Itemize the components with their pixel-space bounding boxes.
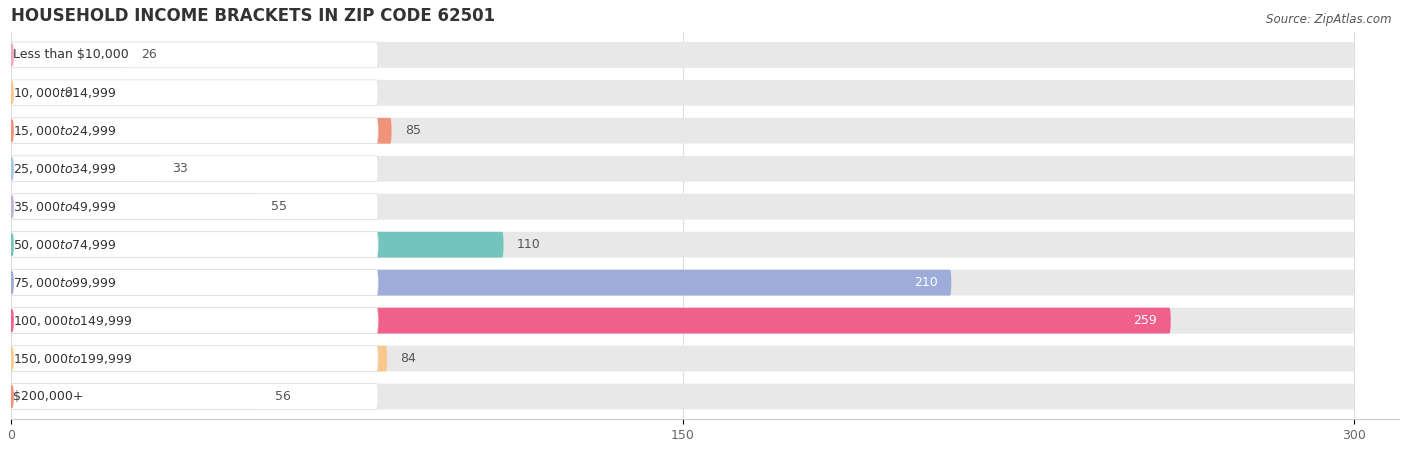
FancyBboxPatch shape [11, 346, 378, 371]
FancyBboxPatch shape [11, 80, 1354, 106]
Text: 56: 56 [276, 390, 291, 403]
Text: $25,000 to $34,999: $25,000 to $34,999 [13, 162, 117, 176]
FancyBboxPatch shape [11, 194, 1354, 220]
FancyBboxPatch shape [11, 270, 1354, 295]
FancyBboxPatch shape [11, 42, 128, 68]
FancyBboxPatch shape [11, 80, 378, 106]
Circle shape [11, 120, 13, 141]
Circle shape [11, 272, 13, 294]
Text: 259: 259 [1133, 314, 1157, 327]
FancyBboxPatch shape [11, 383, 1354, 409]
FancyBboxPatch shape [11, 156, 378, 182]
Circle shape [11, 158, 13, 180]
Text: 85: 85 [405, 124, 420, 137]
FancyBboxPatch shape [11, 156, 1354, 182]
Text: Source: ZipAtlas.com: Source: ZipAtlas.com [1267, 13, 1392, 26]
FancyBboxPatch shape [11, 156, 159, 182]
FancyBboxPatch shape [11, 80, 51, 106]
Circle shape [11, 348, 13, 370]
Text: 210: 210 [914, 276, 938, 289]
FancyBboxPatch shape [11, 232, 1354, 258]
Text: $100,000 to $149,999: $100,000 to $149,999 [13, 313, 132, 328]
FancyBboxPatch shape [11, 194, 378, 220]
FancyBboxPatch shape [11, 232, 503, 258]
Text: $50,000 to $74,999: $50,000 to $74,999 [13, 238, 117, 252]
FancyBboxPatch shape [11, 308, 1171, 334]
Text: $150,000 to $199,999: $150,000 to $199,999 [13, 352, 132, 365]
Circle shape [11, 386, 13, 407]
Circle shape [11, 82, 13, 104]
Text: 33: 33 [172, 162, 188, 175]
Text: $200,000+: $200,000+ [13, 390, 83, 403]
Text: 26: 26 [141, 48, 156, 62]
FancyBboxPatch shape [11, 346, 387, 371]
FancyBboxPatch shape [11, 308, 378, 334]
FancyBboxPatch shape [11, 270, 378, 295]
Text: 55: 55 [271, 200, 287, 213]
FancyBboxPatch shape [11, 383, 378, 409]
FancyBboxPatch shape [11, 194, 257, 220]
Circle shape [11, 310, 13, 331]
Text: Less than $10,000: Less than $10,000 [13, 48, 128, 62]
FancyBboxPatch shape [11, 270, 952, 295]
FancyBboxPatch shape [11, 383, 262, 409]
Circle shape [11, 44, 13, 66]
Text: 9: 9 [65, 86, 73, 99]
Text: HOUSEHOLD INCOME BRACKETS IN ZIP CODE 62501: HOUSEHOLD INCOME BRACKETS IN ZIP CODE 62… [11, 7, 495, 25]
FancyBboxPatch shape [11, 232, 378, 258]
FancyBboxPatch shape [11, 118, 1354, 144]
Text: $15,000 to $24,999: $15,000 to $24,999 [13, 124, 117, 138]
FancyBboxPatch shape [11, 118, 391, 144]
FancyBboxPatch shape [11, 346, 1354, 371]
FancyBboxPatch shape [11, 42, 378, 68]
FancyBboxPatch shape [11, 42, 1354, 68]
Text: $75,000 to $99,999: $75,000 to $99,999 [13, 276, 117, 290]
Circle shape [11, 234, 13, 255]
Text: $35,000 to $49,999: $35,000 to $49,999 [13, 200, 117, 214]
FancyBboxPatch shape [11, 308, 1354, 334]
Text: 84: 84 [401, 352, 416, 365]
Text: $10,000 to $14,999: $10,000 to $14,999 [13, 86, 117, 100]
Circle shape [11, 196, 13, 218]
FancyBboxPatch shape [11, 118, 378, 144]
Text: 110: 110 [517, 238, 541, 251]
